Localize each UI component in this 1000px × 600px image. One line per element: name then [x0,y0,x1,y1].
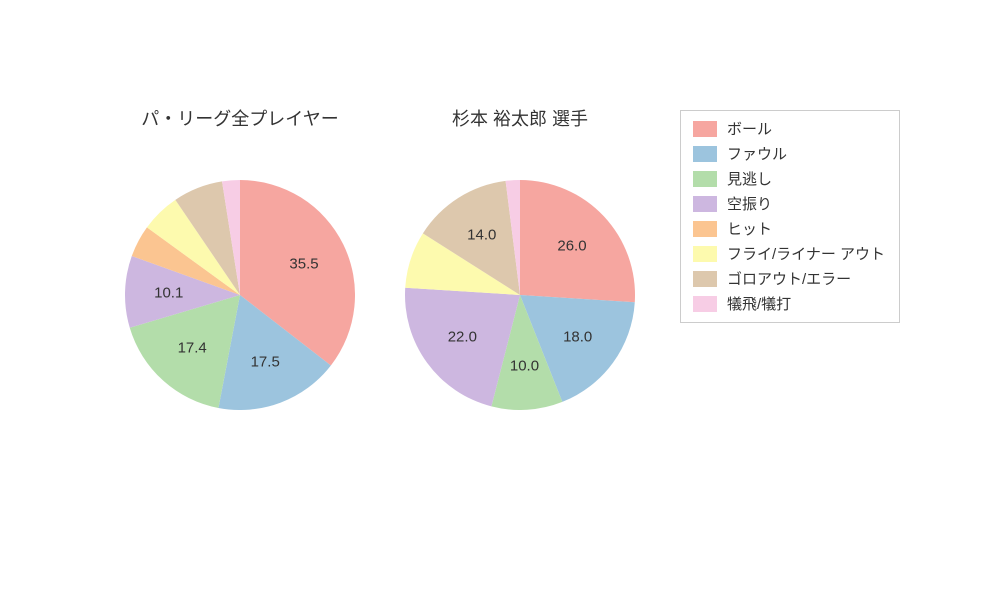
legend-item-looking: 見逃し [693,171,885,187]
legend-label-hit: ヒット [727,222,772,237]
legend: ボールファウル見逃し空振りヒットフライ/ライナー アウトゴロアウト/エラー犠飛/… [680,110,900,323]
pie-label-ground_out: 14.0 [467,226,496,243]
legend-item-sac: 犠飛/犠打 [693,296,885,312]
legend-item-foul: ファウル [693,146,885,162]
legend-swatch-fly_out [693,246,717,262]
legend-item-swing_miss: 空振り [693,196,885,212]
legend-label-foul: ファウル [727,147,787,162]
legend-label-sac: 犠飛/犠打 [727,297,791,312]
legend-label-ball: ボール [727,122,772,137]
legend-swatch-sac [693,296,717,312]
legend-swatch-foul [693,146,717,162]
pie-label-foul: 17.5 [251,353,280,370]
legend-swatch-hit [693,221,717,237]
pie-title-league: パ・リーグ全プレイヤー [110,105,370,131]
pie-title-player: 杉本 裕太郎 選手 [400,105,640,131]
pie-label-ball: 35.5 [289,255,318,272]
legend-label-fly_out: フライ/ライナー アウト [727,247,885,262]
pie-label-swing_miss: 10.1 [154,284,183,301]
legend-swatch-ball [693,121,717,137]
legend-swatch-looking [693,171,717,187]
pie-chart-player: 26.0 18.0 10.0 22.0 14.0 [405,180,635,410]
pie-label-foul: 18.0 [563,328,592,345]
pie-label-ball: 26.0 [557,238,586,255]
legend-swatch-ground_out [693,271,717,287]
legend-label-swing_miss: 空振り [727,197,772,212]
legend-label-looking: 見逃し [727,172,772,187]
legend-label-ground_out: ゴロアウト/エラー [727,272,851,287]
pie-label-swing_miss: 22.0 [448,328,477,345]
legend-item-ground_out: ゴロアウト/エラー [693,271,885,287]
chart-stage: パ・リーグ全プレイヤー 35.5 17.5 17.4 10.1 杉本 裕太郎 選手 2… [0,0,1000,600]
legend-swatch-swing_miss [693,196,717,212]
pie-label-looking: 17.4 [178,339,207,356]
legend-item-ball: ボール [693,121,885,137]
legend-item-fly_out: フライ/ライナー アウト [693,246,885,262]
pie-label-looking: 10.0 [510,358,539,375]
legend-item-hit: ヒット [693,221,885,237]
pie-chart-league: 35.5 17.5 17.4 10.1 [125,180,355,410]
